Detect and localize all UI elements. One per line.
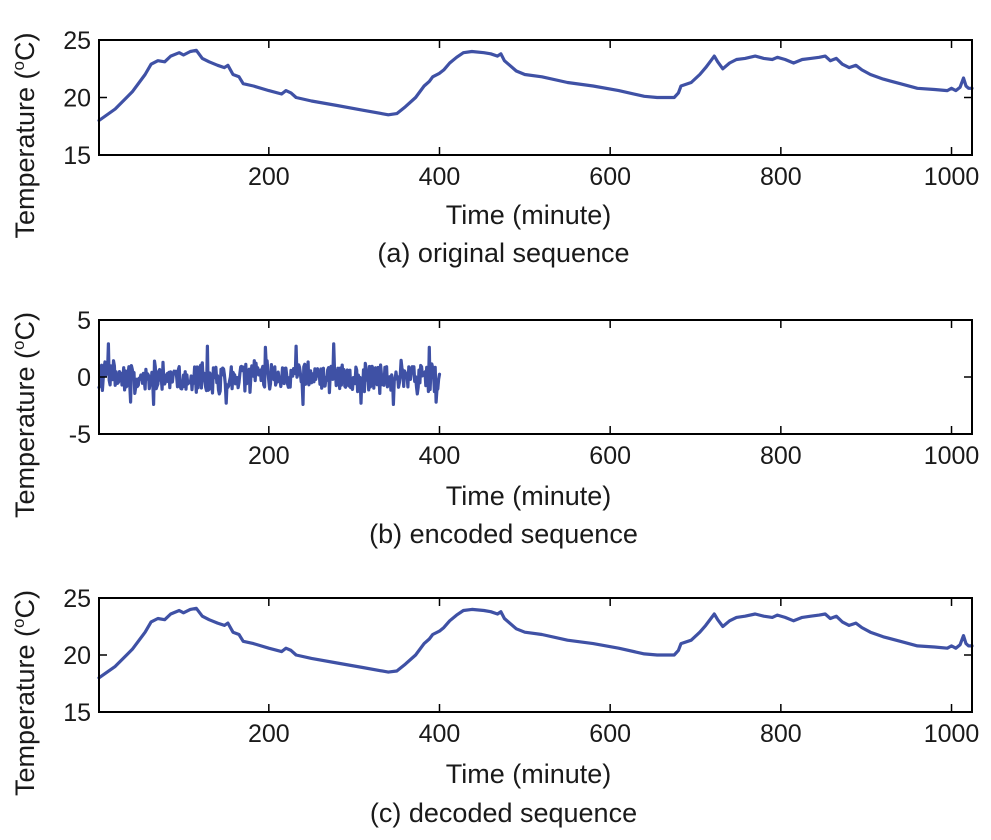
- x-tick-label: 1000: [924, 163, 980, 191]
- y-tick-label: 0: [77, 364, 91, 392]
- x-axis-label: Time (minute): [446, 200, 612, 230]
- chart-panel-2: 200 400 600 800 1000 -5 0 5 Time (minute) Tempera…: [9, 307, 979, 549]
- x-tick-label: 400: [419, 442, 461, 470]
- y-axis-label: Temperature (oC): [9, 590, 40, 796]
- plot-frame: [98, 39, 973, 156]
- x-tick-label: 400: [419, 163, 461, 191]
- y-axis-label-degree: o: [9, 618, 28, 627]
- x-tick-label: 600: [589, 442, 631, 470]
- y-axis-label-unit: C): [10, 590, 40, 619]
- y-tick-label: 5: [77, 307, 91, 335]
- y-axis-label-degree: o: [9, 61, 28, 70]
- y-tick-label: 15: [63, 142, 91, 170]
- chart-panel-1: 200 400 600 800 1000 15 20 25 Time (minute) Tempe…: [9, 27, 979, 268]
- x-tick-label: 200: [248, 163, 290, 191]
- panel-caption: (b) encoded sequence: [369, 519, 638, 549]
- panel-caption: (c) decoded sequence: [370, 798, 637, 828]
- x-tick-label: 800: [760, 442, 802, 470]
- series-line: [97, 606, 974, 680]
- y-tick-label: 20: [63, 85, 91, 113]
- series-line: [97, 48, 974, 123]
- y-tick-label: 25: [63, 585, 91, 613]
- y-tick-label: 25: [63, 27, 91, 55]
- panel-caption: (a) original sequence: [377, 238, 629, 268]
- x-tick-label: 1000: [924, 720, 980, 748]
- y-tick-label: -5: [69, 421, 91, 449]
- x-tick-label: 600: [589, 720, 631, 748]
- x-tick-label: 600: [589, 163, 631, 191]
- plot-frame: [98, 597, 973, 713]
- x-axis-label: Time (minute): [446, 481, 612, 511]
- y-tick-label: 15: [63, 699, 91, 727]
- y-axis-label-text: Temperature (: [10, 628, 40, 796]
- y-axis-label-unit: C): [10, 32, 40, 61]
- y-axis-label-degree: o: [9, 340, 28, 349]
- x-tick-label: 400: [419, 720, 461, 748]
- y-axis-label: Temperature (oC): [9, 312, 40, 518]
- y-axis-label-text: Temperature (: [10, 350, 40, 518]
- x-tick-label: 200: [248, 442, 290, 470]
- x-tick-label: 800: [760, 720, 802, 748]
- x-tick-label: 800: [760, 163, 802, 191]
- x-tick-label: 200: [248, 720, 290, 748]
- y-tick-label: 20: [63, 642, 91, 670]
- y-axis-label-text: Temperature (: [10, 70, 40, 238]
- y-axis-label: Temperature (oC): [9, 32, 40, 238]
- series-line: [97, 342, 442, 406]
- x-axis-label: Time (minute): [446, 759, 612, 789]
- chart-panel-3: 200 400 600 800 1000 15 20 25 Time (minute) Tempe…: [9, 585, 979, 828]
- y-axis-label-unit: C): [10, 312, 40, 341]
- x-tick-label: 1000: [924, 442, 980, 470]
